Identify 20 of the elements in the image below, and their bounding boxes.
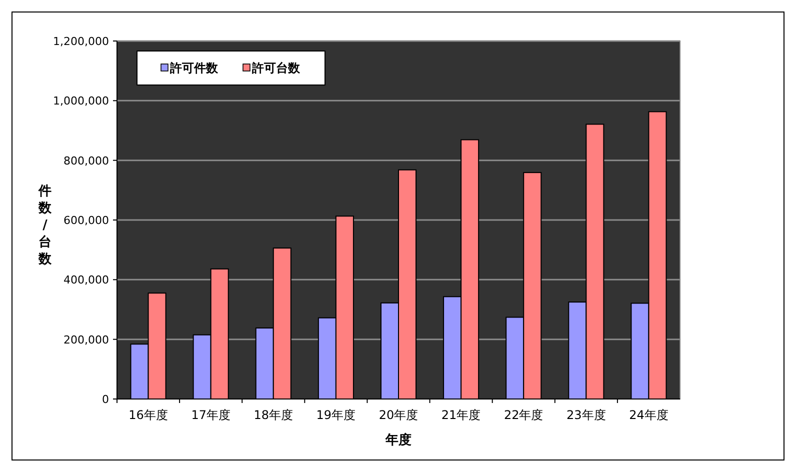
y-tick-label: 1,200,000 <box>53 35 109 48</box>
y-tick-label: 200,000 <box>64 333 109 346</box>
legend-label: 許可件数 <box>169 61 219 75</box>
x-tick-label: 16年度 <box>128 408 168 422</box>
y-tick-label: 400,000 <box>64 274 109 287</box>
x-tick-label: 18年度 <box>254 408 294 422</box>
y-tick-label: 800,000 <box>64 154 109 168</box>
y-tick-label: 1,000,000 <box>53 94 109 108</box>
x-tick-label: 17年度 <box>191 408 230 422</box>
y-tick-label: 0 <box>102 393 109 406</box>
x-tick-label: 20年度 <box>378 408 418 422</box>
y-axis-title: 件数/台数 <box>38 184 52 267</box>
x-tick-label: 22年度 <box>504 408 544 422</box>
x-tick-label: 21年度 <box>441 408 481 422</box>
x-tick-label: 24年度 <box>629 408 668 422</box>
x-tick-label: 19年度 <box>316 408 356 422</box>
x-tick-label: 23年度 <box>566 408 606 422</box>
x-axis-title: 年度 <box>384 432 412 448</box>
legend-label: 許可台数 <box>251 61 301 75</box>
y-tick-label: 600,000 <box>64 214 109 227</box>
